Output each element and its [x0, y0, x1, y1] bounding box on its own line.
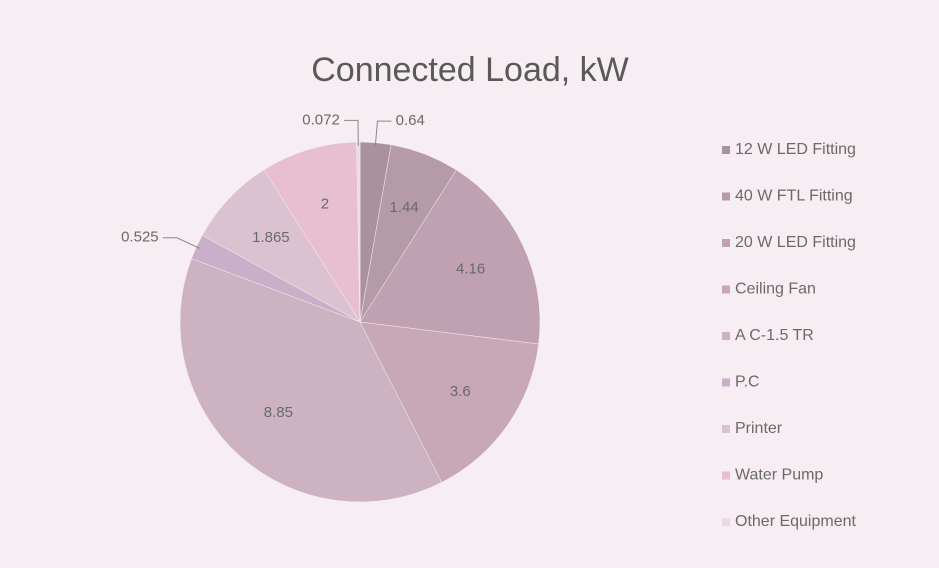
- pie-slice: [179, 258, 443, 503]
- leader-line: [344, 119, 359, 146]
- legend-label: 40 W FTL Fitting: [735, 188, 853, 205]
- data-label: 0.525: [121, 229, 159, 246]
- data-label: 4.16: [456, 261, 485, 278]
- legend-swatch: [722, 518, 730, 526]
- data-label: 1.44: [390, 199, 419, 216]
- legend-swatch: [722, 192, 730, 201]
- pie-slice: [359, 169, 541, 345]
- pie-slice: [359, 321, 539, 483]
- data-label: 3.6: [450, 383, 471, 400]
- legend-swatch: [722, 425, 730, 433]
- data-label: 1.865: [252, 229, 290, 246]
- data-label: 8.85: [264, 404, 293, 421]
- legend-label: Other Equipment: [735, 513, 857, 530]
- legend-label: Ceiling Fan: [735, 281, 816, 298]
- data-label: 0.64: [396, 112, 425, 129]
- legend-label: P.C: [735, 374, 760, 391]
- legend-swatch: [722, 146, 730, 154]
- leader-line: [162, 237, 200, 249]
- legend-label: Water Pump: [735, 467, 823, 484]
- legend-swatch: [722, 332, 730, 340]
- legend-label: Printer: [735, 420, 783, 437]
- legend-swatch: [722, 239, 730, 247]
- legend-swatch: [722, 285, 730, 294]
- leader-line: [374, 120, 392, 147]
- legend-swatch: [722, 471, 730, 480]
- pie-slice: [201, 169, 361, 323]
- legend-label: 20 W LED Fitting: [735, 234, 856, 251]
- legend-swatch: [722, 378, 730, 387]
- pie-slice: [263, 141, 361, 323]
- data-label: 0.072: [302, 111, 340, 128]
- legend-label: 12 W LED Fitting: [735, 141, 856, 158]
- chart-title: Connected Load, kW: [311, 51, 629, 89]
- legend-label: A C-1.5 TR: [735, 327, 814, 344]
- data-label: 2: [321, 196, 329, 213]
